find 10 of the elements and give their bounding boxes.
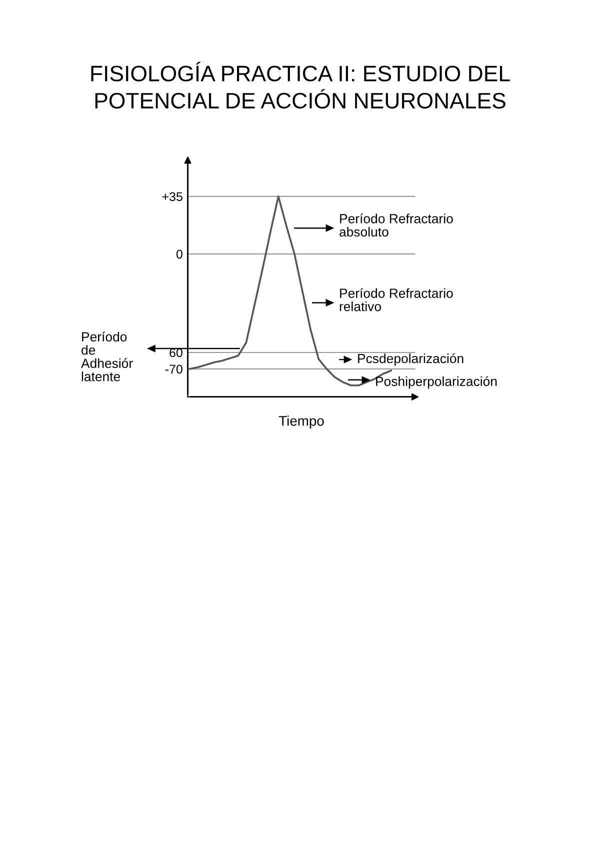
y-tick-label: 0	[176, 250, 182, 259]
x-axis-title: Tiempo	[278, 416, 324, 429]
chart-title: FISIOLOGÍA PRACTICA II: ESTUDIO DEL POTENCIAL DE ACCIÓN NEURONALES	[91, 62, 510, 109]
text: Período de Adhesiór latente	[81, 332, 133, 382]
annotation: Poshiperpolarización	[376, 376, 497, 389]
y-tick-label: -70	[165, 364, 182, 374]
annotation: Período Refractario absoluto	[340, 213, 453, 237]
annotation: Período Refractario relativo	[340, 288, 453, 312]
annotation: Pcsdepolarización	[358, 353, 464, 366]
y-tick-label: +35	[162, 192, 182, 202]
